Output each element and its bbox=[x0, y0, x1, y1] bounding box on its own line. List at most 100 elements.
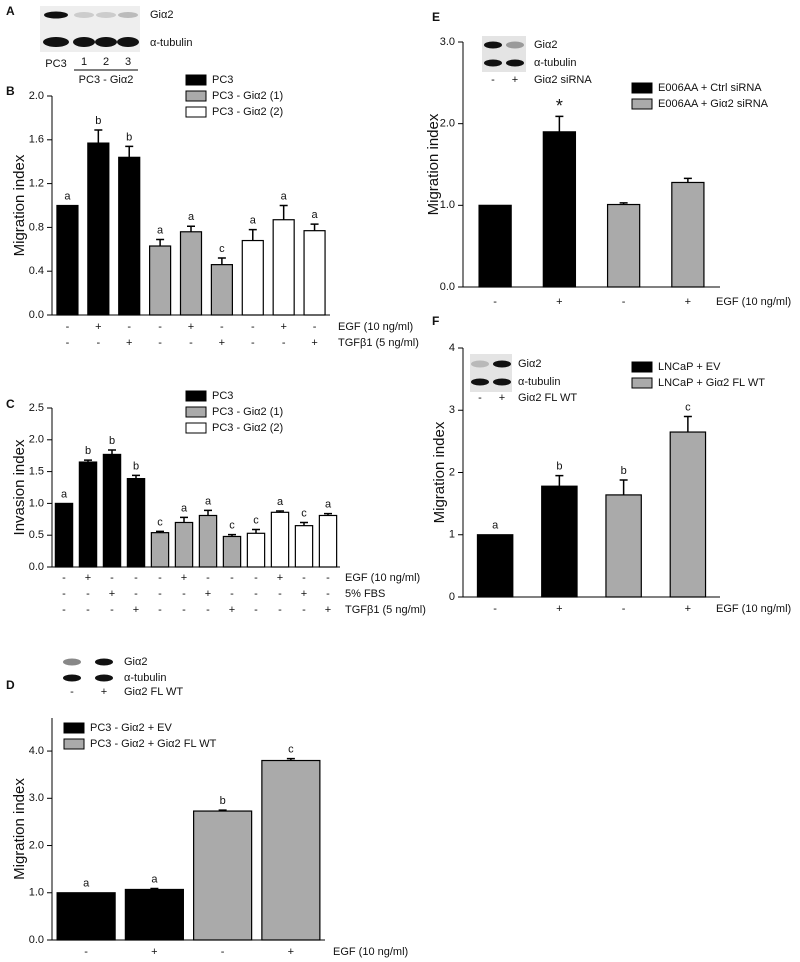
condition-sign: - bbox=[110, 604, 114, 616]
legend-label: PC3 bbox=[212, 74, 233, 86]
condition-label: EGF (10 ng/ml) bbox=[333, 946, 408, 958]
significance-letter: b bbox=[126, 131, 132, 143]
significance-letter: b bbox=[109, 435, 115, 447]
blot-lane-title: Giα2 siRNA bbox=[534, 74, 592, 86]
bar bbox=[222, 535, 242, 568]
y-tick-label: 3.0 bbox=[29, 792, 44, 804]
y-axis-title: Migration index bbox=[425, 113, 442, 215]
condition-sign: + bbox=[85, 572, 91, 584]
condition-sign: - bbox=[110, 572, 114, 584]
significance-letter: a bbox=[311, 209, 318, 221]
condition-sign: - bbox=[251, 337, 255, 349]
legend-label: LNCaP + EV bbox=[658, 361, 721, 373]
condition-sign: + bbox=[219, 337, 225, 349]
condition-sign: - bbox=[96, 337, 100, 349]
blot-lane-label: - bbox=[70, 686, 74, 698]
error-bar bbox=[108, 449, 116, 455]
condition-sign: + bbox=[280, 321, 286, 333]
panel-label: A bbox=[6, 4, 15, 18]
blot-lane-label: + bbox=[499, 392, 505, 404]
error-bar bbox=[619, 479, 628, 495]
bar bbox=[669, 431, 707, 598]
condition-sign: - bbox=[622, 296, 626, 308]
blot-band bbox=[43, 37, 69, 47]
legend-swatch bbox=[631, 361, 653, 373]
significance-letter: c bbox=[685, 401, 691, 413]
lane-label: 1 bbox=[81, 56, 87, 68]
condition-sign: + bbox=[301, 588, 307, 600]
error-bar bbox=[286, 757, 295, 761]
condition-sign: - bbox=[278, 588, 282, 600]
condition-sign: - bbox=[158, 588, 162, 600]
blot-band bbox=[471, 378, 489, 386]
panel-label: C bbox=[6, 397, 15, 411]
condition-sign: + bbox=[133, 604, 139, 616]
condition-sign: - bbox=[254, 588, 258, 600]
condition-sign: - bbox=[86, 588, 90, 600]
condition-sign: - bbox=[206, 604, 210, 616]
significance-letter: a bbox=[61, 488, 68, 500]
error-bar bbox=[218, 809, 227, 812]
blot-lane-label: + bbox=[101, 686, 107, 698]
error-bar bbox=[300, 521, 308, 526]
y-axis-title: Migration index bbox=[431, 421, 448, 523]
condition-sign: - bbox=[62, 572, 66, 584]
condition-label: TGFβ1 (5 ng/ml) bbox=[345, 604, 426, 616]
bar bbox=[179, 231, 203, 316]
condition-label: EGF (10 ng/ml) bbox=[716, 603, 791, 615]
bar bbox=[193, 810, 253, 941]
error-bar bbox=[228, 533, 236, 537]
condition-sign: - bbox=[134, 588, 138, 600]
legend-swatch bbox=[185, 390, 207, 402]
legend-label: PC3 - Giα2 + Giα2 FL WT bbox=[90, 738, 217, 750]
condition-label: 5% FBS bbox=[345, 588, 385, 600]
condition-label: EGF (10 ng/ml) bbox=[716, 296, 791, 308]
y-tick-label: 2.5 bbox=[29, 402, 44, 414]
condition-sign: - bbox=[254, 572, 258, 584]
bar bbox=[56, 204, 79, 316]
group-label: PC3 - Giα2 bbox=[79, 74, 134, 86]
blot-lane-label: - bbox=[478, 392, 482, 404]
blot-band bbox=[44, 11, 68, 19]
y-tick-label: 0.0 bbox=[29, 934, 44, 946]
y-tick-label: 2.0 bbox=[29, 434, 44, 446]
condition-sign: + bbox=[556, 603, 562, 615]
condition-sign: + bbox=[205, 588, 211, 600]
condition-sign: - bbox=[230, 572, 234, 584]
condition-sign: - bbox=[189, 337, 193, 349]
significance-letter: c bbox=[288, 744, 294, 756]
blot-row-label: α-tubulin bbox=[124, 672, 166, 684]
legend-swatch bbox=[185, 74, 207, 86]
blot-row-label: α-tubulin bbox=[150, 37, 192, 49]
bar bbox=[318, 514, 338, 568]
y-tick-label: 0.0 bbox=[29, 309, 44, 321]
bar bbox=[56, 892, 116, 941]
blot-band bbox=[493, 360, 511, 368]
y-tick-label: 1.0 bbox=[440, 199, 455, 211]
legend-swatch bbox=[631, 82, 653, 94]
condition-sign: - bbox=[127, 321, 131, 333]
blot-lane-label: + bbox=[512, 74, 518, 86]
bar bbox=[150, 532, 170, 568]
legend-swatch bbox=[185, 422, 207, 434]
significance-letter: a bbox=[64, 190, 71, 202]
legend-label: PC3 - Giα2 (2) bbox=[212, 422, 283, 434]
bar bbox=[241, 239, 264, 316]
lane-label: PC3 bbox=[45, 58, 66, 70]
blot-band bbox=[95, 674, 113, 682]
bar bbox=[246, 532, 266, 568]
condition-sign: - bbox=[313, 321, 317, 333]
blot-band bbox=[63, 658, 81, 666]
blot-lane-title: Giα2 FL WT bbox=[124, 686, 183, 698]
error-bar bbox=[324, 512, 332, 516]
condition-sign: - bbox=[182, 604, 186, 616]
significance-letter: b bbox=[133, 460, 139, 472]
error-bar bbox=[132, 474, 140, 479]
y-tick-label: 1.6 bbox=[29, 134, 44, 146]
significance-letter: c bbox=[219, 243, 225, 255]
blot-row-label: α-tubulin bbox=[518, 376, 560, 388]
blot-lane-label: - bbox=[491, 74, 495, 86]
condition-sign: - bbox=[206, 572, 210, 584]
condition-sign: + bbox=[311, 337, 317, 349]
condition-sign: - bbox=[86, 604, 90, 616]
